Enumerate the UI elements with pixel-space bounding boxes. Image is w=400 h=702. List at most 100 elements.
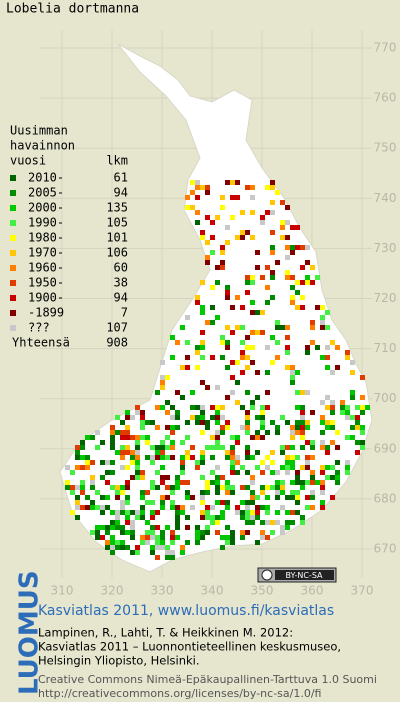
observation-square <box>260 425 265 430</box>
observation-square <box>165 425 170 430</box>
observation-square <box>335 475 340 480</box>
observation-square <box>145 500 150 505</box>
observation-square <box>110 430 115 435</box>
observation-square <box>210 220 215 225</box>
observation-square <box>335 345 340 350</box>
observation-square <box>200 500 205 505</box>
observation-square <box>275 480 280 485</box>
observation-square <box>135 510 140 515</box>
observation-square <box>115 450 120 455</box>
observation-square <box>300 430 305 435</box>
legend-label: ??? <box>28 321 50 335</box>
observation-square <box>135 450 140 455</box>
observation-square <box>275 260 280 265</box>
observation-square <box>285 235 290 240</box>
observation-square <box>235 195 240 200</box>
observation-square <box>275 320 280 325</box>
observation-square <box>290 425 295 430</box>
grid-label: 730 <box>374 241 397 255</box>
observation-square <box>285 345 290 350</box>
observation-square <box>175 485 180 490</box>
license-line[interactable]: http://creativecommons.org/licenses/by-n… <box>38 687 321 700</box>
observation-square <box>230 465 235 470</box>
observation-square <box>170 485 175 490</box>
observation-square <box>220 260 225 265</box>
observation-square <box>125 465 130 470</box>
observation-square <box>140 470 145 475</box>
observation-square <box>235 380 240 385</box>
legend-total: 908 <box>106 336 128 350</box>
observation-square <box>300 245 305 250</box>
observation-square <box>260 275 265 280</box>
observation-square <box>270 485 275 490</box>
observation-square <box>360 425 365 430</box>
observation-square <box>335 460 340 465</box>
observation-square <box>350 360 355 365</box>
observation-square <box>125 530 130 535</box>
observation-square <box>210 305 215 310</box>
observation-square <box>270 360 275 365</box>
observation-square <box>240 535 245 540</box>
observation-square <box>290 445 295 450</box>
observation-square <box>80 440 85 445</box>
observation-square <box>110 525 115 530</box>
observation-square <box>310 505 315 510</box>
observation-square <box>165 485 170 490</box>
observation-square <box>155 455 160 460</box>
observation-square <box>225 345 230 350</box>
observation-square <box>290 430 295 435</box>
legend-heading: havainnon <box>10 139 75 153</box>
observation-square <box>225 540 230 545</box>
observation-square <box>150 485 155 490</box>
observation-square <box>190 405 195 410</box>
observation-square <box>215 430 220 435</box>
observation-square <box>230 180 235 185</box>
observation-square <box>280 200 285 205</box>
observation-square <box>240 350 245 355</box>
observation-square <box>315 275 320 280</box>
legend-swatch <box>10 235 16 241</box>
observation-square <box>320 320 325 325</box>
observation-square <box>245 230 250 235</box>
legend-label: 1950- <box>28 276 64 290</box>
observation-square <box>160 500 165 505</box>
observation-square <box>155 535 160 540</box>
observation-square <box>275 520 280 525</box>
observation-square <box>205 255 210 260</box>
observation-square <box>120 465 125 470</box>
observation-square <box>255 435 260 440</box>
observation-square <box>150 445 155 450</box>
observation-square <box>125 435 130 440</box>
observation-square <box>305 420 310 425</box>
observation-square <box>125 425 130 430</box>
observation-square <box>105 530 110 535</box>
observation-square <box>100 475 105 480</box>
observation-square <box>255 505 260 510</box>
observation-square <box>180 440 185 445</box>
observation-square <box>240 210 245 215</box>
observation-square <box>300 520 305 525</box>
observation-square <box>260 405 265 410</box>
legend-label: 1980- <box>28 231 64 245</box>
observation-square <box>140 490 145 495</box>
observation-square <box>280 490 285 495</box>
legend-swatch <box>10 250 16 256</box>
observation-square <box>115 485 120 490</box>
observation-square <box>165 435 170 440</box>
observation-square <box>255 415 260 420</box>
observation-square <box>325 395 330 400</box>
observation-square <box>165 525 170 530</box>
observation-square <box>155 540 160 545</box>
observation-square <box>155 425 160 430</box>
observation-square <box>110 435 115 440</box>
legend: 2010- 61 2005- 94 2000- 135 1990- 105 1980- 101 19… <box>10 171 128 335</box>
footer-link[interactable]: Kasviatlas 2011, www.luomus.fi/kasviatla… <box>38 603 334 619</box>
observation-square <box>285 460 290 465</box>
observation-square <box>190 455 195 460</box>
observation-square <box>180 365 185 370</box>
observation-square <box>260 485 265 490</box>
observation-square <box>220 195 225 200</box>
observation-square <box>170 555 175 560</box>
observation-square <box>240 230 245 235</box>
